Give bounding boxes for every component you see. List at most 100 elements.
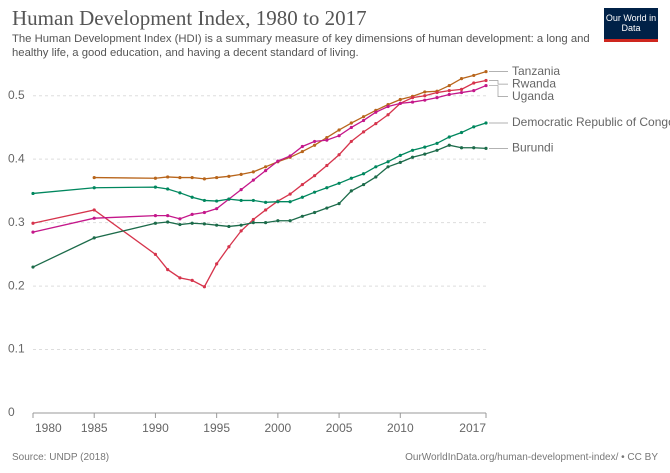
- data-point: [325, 136, 329, 140]
- series-line: [32, 84, 487, 233]
- legend-label: Democratic Republic of Congo: [512, 115, 670, 129]
- data-point: [447, 135, 451, 139]
- data-point: [300, 182, 304, 187]
- data-point: [374, 165, 378, 169]
- data-point: [410, 155, 415, 159]
- series-line: [32, 79, 487, 288]
- data-point: [31, 265, 35, 269]
- data-point: [288, 154, 292, 158]
- x-tick-label: 2000: [265, 421, 292, 435]
- data-point: [227, 174, 231, 178]
- data-point: [92, 186, 96, 190]
- data-point: [472, 146, 476, 150]
- data-point: [227, 224, 231, 229]
- y-tick-label: 0.3: [8, 215, 25, 229]
- data-point: [166, 175, 170, 179]
- data-point: [447, 83, 451, 88]
- data-point: [264, 165, 268, 169]
- data-point: [374, 175, 378, 179]
- series-line: [94, 70, 487, 180]
- data-point: [423, 98, 427, 102]
- data-point: [410, 96, 415, 100]
- data-point: [312, 190, 317, 194]
- x-tick-label: 2017: [459, 421, 486, 435]
- data-point: [92, 216, 96, 220]
- data-point: [239, 198, 243, 203]
- data-point: [215, 175, 219, 180]
- data-point: [386, 160, 390, 164]
- data-point: [31, 230, 35, 234]
- data-point: [472, 81, 476, 85]
- data-point: [386, 113, 390, 117]
- legend-label: Burundi: [512, 141, 553, 155]
- y-tick-label: 0.1: [8, 342, 25, 356]
- data-point: [288, 219, 292, 223]
- data-point: [264, 200, 268, 204]
- data-point: [386, 165, 390, 169]
- data-point: [264, 169, 268, 173]
- data-point: [423, 145, 427, 149]
- data-point: [386, 104, 390, 109]
- data-point: [264, 221, 268, 225]
- data-point: [300, 214, 304, 218]
- data-point: [325, 186, 329, 190]
- source: Source: UNDP (2018): [12, 452, 110, 463]
- data-point: [202, 222, 207, 226]
- data-point: [215, 207, 219, 211]
- data-point: [361, 118, 366, 123]
- data-point: [325, 163, 329, 168]
- legend-label: Tanzania: [512, 64, 560, 78]
- data-point: [227, 197, 231, 201]
- data-point: [472, 73, 476, 78]
- footer-link[interactable]: OurWorldInData.org/human-development-ind…: [405, 452, 658, 463]
- data-point: [349, 139, 353, 144]
- data-point: [435, 96, 439, 100]
- data-point: [325, 206, 329, 210]
- y-tick-label: 0: [8, 405, 15, 419]
- data-point: [447, 143, 451, 147]
- data-point: [472, 125, 476, 129]
- label-connector: [489, 80, 508, 85]
- data-point: [484, 83, 488, 88]
- x-tick-label: 2005: [326, 421, 353, 435]
- data-point: [312, 143, 317, 147]
- data-point: [349, 125, 353, 130]
- y-tick-label: 0.4: [8, 151, 25, 165]
- data-point: [312, 174, 317, 178]
- data-point: [459, 146, 464, 150]
- data-point: [484, 121, 488, 125]
- legend-label: Rwanda: [512, 76, 556, 90]
- data-point: [190, 278, 194, 282]
- data-point: [239, 229, 243, 233]
- data-point: [251, 221, 255, 225]
- data-point: [178, 217, 182, 221]
- data-point: [374, 122, 378, 126]
- data-point: [288, 200, 292, 204]
- data-point: [251, 198, 255, 203]
- data-point: [484, 146, 488, 150]
- data-point: [166, 187, 170, 191]
- data-point: [251, 170, 255, 174]
- data-point: [153, 214, 158, 218]
- logo[interactable]: Our World in Data: [604, 8, 658, 42]
- data-point: [288, 192, 292, 196]
- x-tick-label: 1995: [203, 421, 230, 435]
- x-tick-label: 1990: [142, 421, 169, 435]
- data-point: [435, 148, 439, 152]
- data-point: [264, 208, 268, 212]
- data-point: [337, 128, 341, 132]
- data-point: [374, 110, 378, 114]
- data-point: [227, 245, 231, 249]
- data-point: [361, 182, 366, 187]
- data-point: [92, 236, 96, 240]
- data-point: [178, 276, 182, 280]
- data-point: [251, 178, 255, 182]
- series-line: [32, 122, 487, 203]
- data-point: [410, 148, 415, 152]
- data-point: [190, 195, 194, 199]
- data-point: [276, 200, 280, 204]
- x-tick-label: 1985: [81, 421, 108, 435]
- data-point: [459, 76, 464, 81]
